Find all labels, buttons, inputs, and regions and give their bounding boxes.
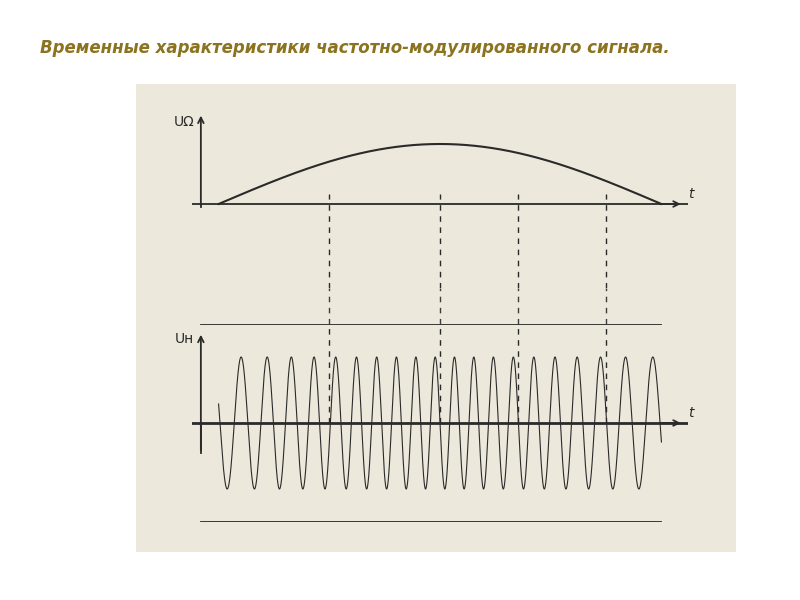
Text: Временные характеристики частотно-модулированного сигнала.: Временные характеристики частотно-модули… (40, 39, 670, 57)
Text: t: t (688, 406, 694, 420)
Text: UΩ: UΩ (174, 115, 194, 129)
Text: t: t (688, 187, 694, 201)
Text: Uн: Uн (175, 332, 194, 346)
